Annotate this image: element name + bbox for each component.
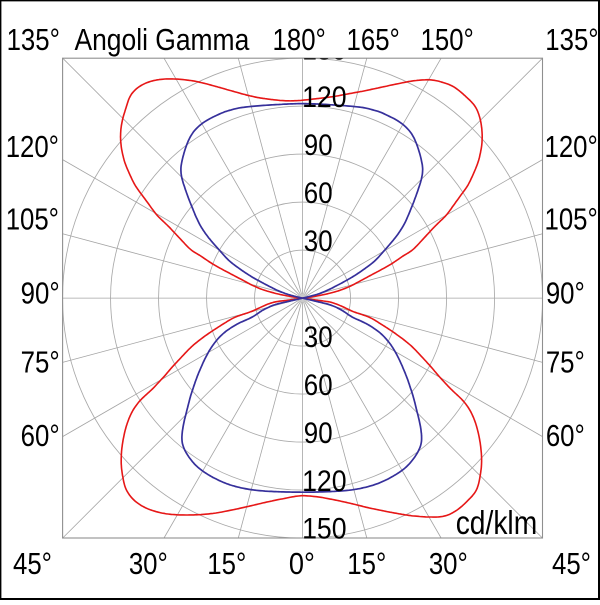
svg-text:105°: 105° [545,202,598,237]
svg-text:0°: 0° [289,546,315,581]
svg-text:120°: 120° [6,129,59,164]
svg-text:60°: 60° [546,418,585,453]
svg-text:15°: 15° [207,546,246,581]
svg-text:75°: 75° [21,345,60,380]
svg-text:150: 150 [302,33,347,66]
svg-text:120°: 120° [545,129,598,164]
svg-text:90: 90 [304,129,333,162]
svg-text:60: 60 [304,177,333,210]
svg-text:165°: 165° [347,22,400,57]
svg-text:30°: 30° [129,546,168,581]
svg-text:30°: 30° [429,546,468,581]
svg-text:135°: 135° [545,22,598,57]
svg-text:90°: 90° [546,276,585,311]
svg-text:105°: 105° [6,202,59,237]
svg-text:30: 30 [304,321,333,354]
svg-text:45°: 45° [13,546,52,581]
svg-text:30: 30 [304,225,333,258]
svg-text:150°: 150° [421,22,474,57]
svg-text:75°: 75° [546,345,585,380]
svg-text:Angoli Gamma: Angoli Gamma [74,22,250,57]
svg-text:cd/klm: cd/klm [456,505,538,542]
svg-text:90: 90 [304,417,333,450]
svg-text:120: 120 [302,81,347,114]
svg-text:150: 150 [302,513,347,546]
svg-text:120: 120 [302,465,347,498]
svg-text:45°: 45° [552,546,591,581]
svg-text:90°: 90° [21,276,60,311]
svg-text:135°: 135° [7,22,60,57]
svg-text:180°: 180° [273,22,326,57]
svg-text:60°: 60° [21,418,60,453]
svg-text:15°: 15° [347,546,386,581]
svg-text:60: 60 [304,369,333,402]
